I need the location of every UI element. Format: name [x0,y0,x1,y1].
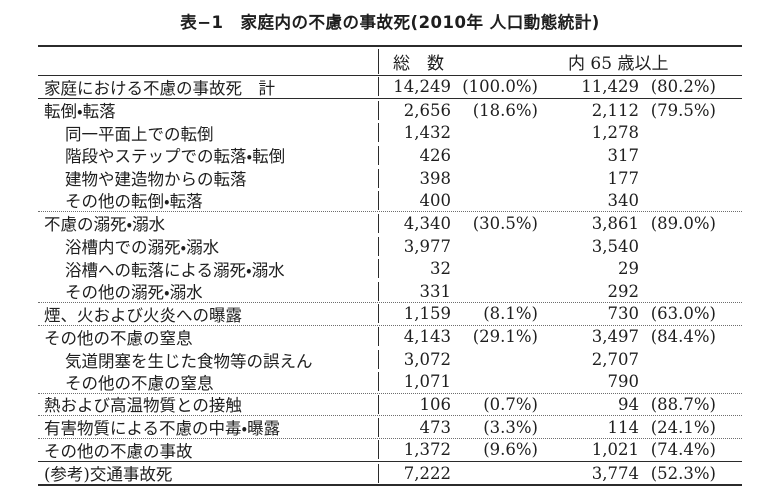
table-row: 浴槽への転落による溺死・溺水 32 29 [38,258,742,281]
cell-over65-percent: (79.5%) [650,100,716,120]
cell-total-number: 7,222 [378,463,451,483]
cell-over65-number: 2,707 [591,350,639,370]
cell-over65-number: 3,774 [591,463,639,483]
header-over65-column: 内 65 歳以上 [568,53,669,74]
table-row: 有害物質による不慮の中毒・曝露 473 (3.3%) 114 (24.1%) [38,416,742,439]
table-header-row: 総 数 内 65 歳以上 [38,47,742,76]
cell-total-number: 14,249 [378,77,451,97]
row-label: 家庭における不慮の事故死 計 [44,78,275,98]
table-title: 表−1 家庭内の不慮の事故死(2010年 人口動態統計) [180,13,600,32]
table-row: 転倒・転落 2,656 (18.6%) 2,112 (79.5%) [38,99,742,122]
cell-over65-number: 3,861 [591,213,639,233]
cell-over65-percent: (52.3%) [650,463,716,483]
table-row: (参考)交通事故死 7,222 3,774 (52.3%) [38,462,742,485]
cell-over65-percent: (63.0%) [650,304,716,324]
cell-over65-number: 2,112 [591,100,639,120]
cell-total-number: 3,977 [378,236,451,256]
cell-over65-number: 11,429 [581,77,639,97]
row-label: その他の不慮の窒息 [44,328,193,348]
cell-over65-number: 177 [607,168,640,188]
table-row: 煙、火および火炎への曝露 1,159 (8.1%) 730 (63.0%) [38,303,742,326]
cell-over65-percent: (88.7%) [650,394,716,414]
row-label: 気道閉塞を生じた食物等の誤えん [65,351,313,371]
cell-over65-number: 1,278 [591,123,639,143]
cell-over65-percent: (24.1%) [650,417,716,437]
cell-total-number: 32 [378,259,451,279]
cell-total-number: 1,432 [378,123,451,143]
cell-total-number: 3,072 [378,350,451,370]
cell-total-number: 106 [378,394,451,414]
statistics-table: 総 数 内 65 歳以上 家庭における不慮の事故死 計 14,249 (100.0%… [38,45,742,487]
cell-total-number: 1,159 [378,304,451,324]
cell-over65-percent: (74.4%) [650,440,716,460]
cell-over65-percent: (80.2%) [650,77,716,97]
cell-over65-number: 1,021 [591,440,639,460]
table-row: その他の転倒・転落 400 340 [38,189,742,213]
header-total-column: 総 数 [378,48,538,74]
table-row: その他の不慮の窒息 4,143 (29.1%) 3,497 (84.4%) [38,326,742,349]
table-row: その他の不慮の事故 1,372 (9.6%) 1,021 (74.4%) [38,439,742,462]
table-row: 階段やステップでの転落・転倒 426 317 [38,144,742,167]
cell-over65-percent: (89.0%) [650,213,716,233]
cell-total-number: 4,143 [378,327,451,347]
cell-over65-number: 730 [607,304,640,324]
cell-total-percent: (3.3%) [483,417,538,437]
row-label: その他の不慮の事故 [44,441,193,461]
row-label: 浴槽内での溺死・溺水 [65,238,220,258]
cell-total-percent: (30.5%) [472,213,538,233]
cell-over65-number: 3,497 [591,327,639,347]
cell-total-number: 1,071 [378,372,451,392]
row-label: その他の転倒・転落 [65,192,203,212]
cell-total-percent: (29.1%) [472,327,538,347]
table-row: 同一平面上での転倒 1,432 1,278 [38,121,742,144]
cell-over65-number: 29 [618,259,639,279]
table-row: その他の溺死・溺水 331 292 [38,280,742,303]
row-label: 煙、火および火炎への曝露 [44,305,242,325]
cell-total-percent: (8.1%) [483,304,538,324]
table-row: 気道閉塞を生じた食物等の誤えん 3,072 2,707 [38,348,742,371]
row-label: 転倒・転落 [44,102,116,122]
cell-total-number: 473 [378,417,451,437]
cell-total-number: 426 [378,145,451,165]
cell-total-percent: (0.7%) [483,394,538,414]
cell-over65-number: 340 [607,190,640,210]
cell-total-number: 1,372 [378,440,451,460]
cell-total-percent: (9.6%) [483,440,538,460]
row-label: その他の溺死・溺水 [65,283,203,303]
row-label: 浴槽への転落による溺死・溺水 [65,260,285,280]
row-label: 同一平面上での転倒 [65,124,214,144]
cell-over65-number: 3,540 [591,236,639,256]
row-label: 熱および高温物質との接触 [44,396,242,416]
table-row: 家庭における不慮の事故死 計 14,249 (100.0%) 11,429 (80.2%… [38,76,742,99]
table-row: 不慮の溺死・溺水 4,340 (30.5%) 3,861 (89.0%) [38,212,742,235]
cell-total-number: 400 [378,190,451,210]
cell-over65-number: 317 [607,145,640,165]
cell-total-number: 398 [378,168,451,188]
table-row: 建物や建造物からの転落 398 177 [38,167,742,190]
cell-total-percent: (100.0%) [462,77,538,97]
row-label: 有害物質による不慮の中毒・曝露 [44,419,281,439]
cell-over65-number: 94 [618,394,639,414]
row-label: その他の不慮の窒息 [65,373,214,393]
table-row: その他の不慮の窒息 1,071 790 [38,371,742,394]
cell-over65-number: 790 [607,372,640,392]
cell-total-percent: (18.6%) [472,100,538,120]
row-label: 階段やステップでの転落・転倒 [65,147,286,167]
row-label: (参考)交通事故死 [44,465,173,485]
table-row: 浴槽内での溺死・溺水 3,977 3,540 [38,235,742,258]
cell-total-number: 331 [378,281,451,301]
cell-over65-percent: (84.4%) [650,327,716,347]
cell-total-number: 2,656 [378,100,451,120]
row-label: 不慮の溺死・溺水 [44,215,166,235]
table-body: 家庭における不慮の事故死 計 14,249 (100.0%) 11,429 (80.2%… [38,76,742,484]
cell-over65-number: 292 [607,281,640,301]
cell-total-number: 4,340 [378,213,451,233]
cell-over65-number: 114 [607,417,640,437]
row-label: 建物や建造物からの転落 [65,170,247,190]
table-row: 熱および高温物質との接触 106 (0.7%) 94 (88.7%) [38,394,742,417]
